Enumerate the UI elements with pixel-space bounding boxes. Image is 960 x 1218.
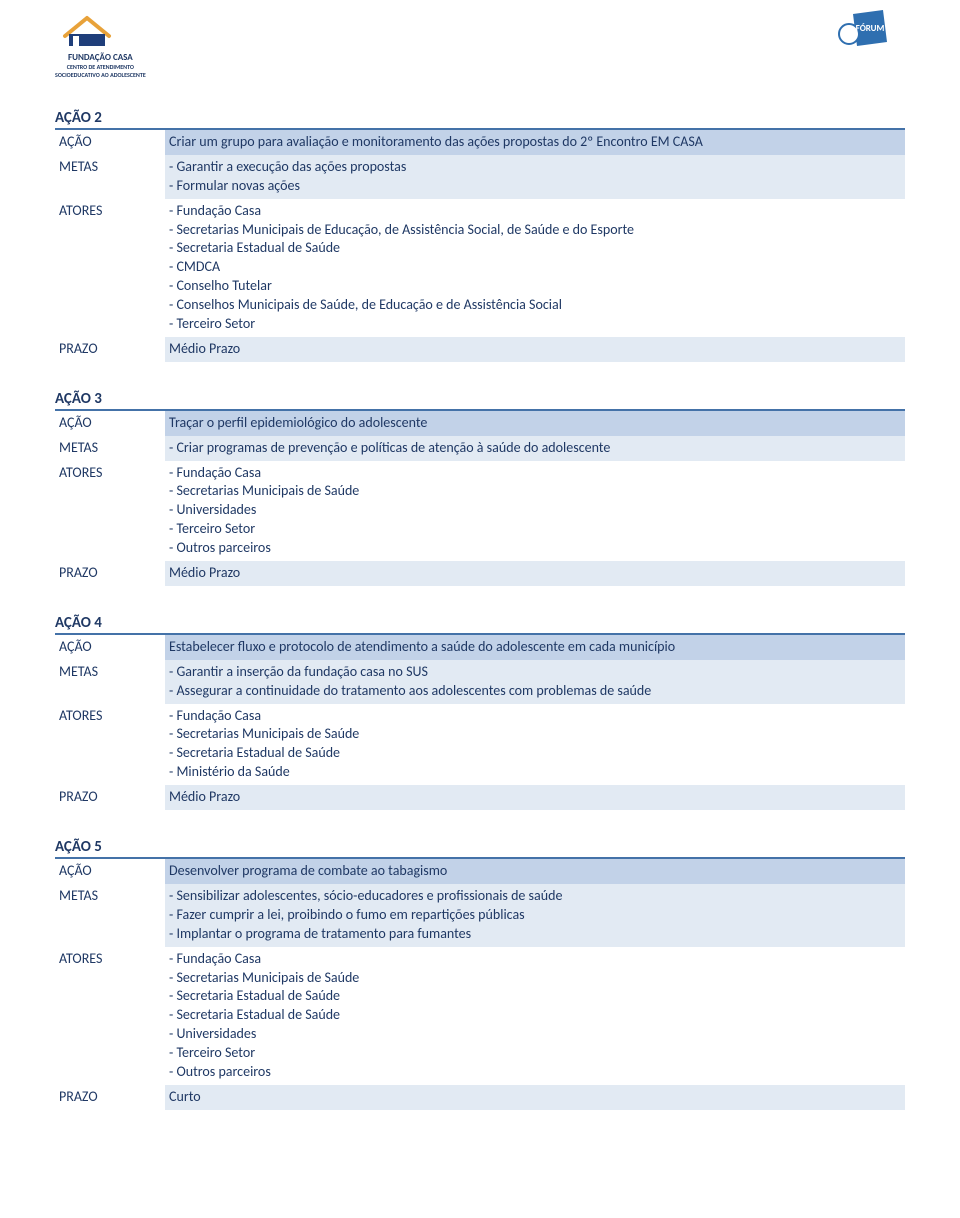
row-value: - Criar programas de prevenção e polític… [165, 436, 905, 461]
value-line: - Outros parceiros [169, 1063, 899, 1082]
row-value: - Fundação Casa- Secretarias Municipais … [165, 199, 905, 337]
row-value: - Fundação Casa- Secretarias Municipais … [165, 947, 905, 1085]
logo-left-line1: FUNDAÇÃO CASA [68, 52, 133, 63]
row-label: AÇÃO [55, 411, 165, 436]
value-line: - Garantir a execução das ações proposta… [169, 158, 899, 177]
action-table: AÇÃODesenvolver programa de combate ao t… [55, 859, 905, 1110]
action-block: AÇÃO 3AÇÃOTraçar o perfil epidemiológico… [55, 390, 905, 586]
table-row: ATORES- Fundação Casa- Secretarias Munic… [55, 461, 905, 561]
row-label: AÇÃO [55, 130, 165, 155]
row-label: METAS [55, 155, 165, 199]
table-row: PRAZOMédio Prazo [55, 561, 905, 586]
row-label: PRAZO [55, 785, 165, 810]
value-line: - CMDCA [169, 258, 899, 277]
value-line: - Secretarias Municipais de Saúde [169, 969, 899, 988]
row-value: Curto [165, 1085, 905, 1110]
row-label: AÇÃO [55, 635, 165, 660]
row-label: AÇÃO [55, 859, 165, 884]
table-row: AÇÃOEstabelecer fluxo e protocolo de ate… [55, 635, 905, 660]
action-title: AÇÃO 4 [55, 614, 905, 635]
logo-forum: FÓRUM [835, 8, 905, 58]
page-header: FUNDAÇÃO CASA CENTRO DE ATENDIMENTO SOCI… [0, 0, 960, 89]
table-row: PRAZOMédio Prazo [55, 785, 905, 810]
value-line: - Terceiro Setor [169, 315, 899, 334]
table-row: METAS- Criar programas de prevenção e po… [55, 436, 905, 461]
logo-fundacao-casa: FUNDAÇÃO CASA CENTRO DE ATENDIMENTO SOCI… [55, 8, 146, 79]
actions-container: AÇÃO 2AÇÃOCriar um grupo para avaliação … [0, 89, 960, 1168]
row-value: Estabelecer fluxo e protocolo de atendim… [165, 635, 905, 660]
row-value: - Fundação Casa- Secretarias Municipais … [165, 461, 905, 561]
table-row: ATORES- Fundação Casa- Secretarias Munic… [55, 704, 905, 786]
row-value: Médio Prazo [165, 561, 905, 586]
row-label: METAS [55, 436, 165, 461]
logo-left-line3: SOCIOEDUCATIVO AO ADOLESCENTE [55, 71, 146, 79]
row-label: PRAZO [55, 337, 165, 362]
table-row: AÇÃODesenvolver programa de combate ao t… [55, 859, 905, 884]
row-value: - Garantir a execução das ações proposta… [165, 155, 905, 199]
value-line: - Assegurar a continuidade do tratamento… [169, 682, 899, 701]
value-line: - Fundação Casa [169, 707, 899, 726]
value-line: - Secretaria Estadual de Saúde [169, 987, 899, 1006]
value-line: - Fazer cumprir a lei, proibindo o fumo … [169, 906, 899, 925]
value-line: - Outros parceiros [169, 539, 899, 558]
value-line: - Secretarias Municipais de Educação, de… [169, 221, 899, 240]
value-line: - Conselhos Municipais de Saúde, de Educ… [169, 296, 899, 315]
row-label: PRAZO [55, 561, 165, 586]
table-row: METAS- Garantir a execução das ações pro… [55, 155, 905, 199]
value-line: - Fundação Casa [169, 950, 899, 969]
row-label: ATORES [55, 947, 165, 1085]
row-label: ATORES [55, 461, 165, 561]
row-value: Médio Prazo [165, 785, 905, 810]
value-line: - Formular novas ações [169, 177, 899, 196]
value-line: - Criar programas de prevenção e polític… [169, 439, 899, 458]
row-value: - Sensibilizar adolescentes, sócio-educa… [165, 884, 905, 947]
action-table: AÇÃOCriar um grupo para avaliação e moni… [55, 130, 905, 362]
logo-left-line2: CENTRO DE ATENDIMENTO [67, 63, 134, 71]
value-line: - Universidades [169, 1025, 899, 1044]
row-value: Traçar o perfil epidemiológico do adoles… [165, 411, 905, 436]
table-row: METAS- Sensibilizar adolescentes, sócio-… [55, 884, 905, 947]
row-value: - Garantir a inserção da fundação casa n… [165, 660, 905, 704]
table-row: AÇÃOCriar um grupo para avaliação e moni… [55, 130, 905, 155]
action-table: AÇÃOTraçar o perfil epidemiológico do ad… [55, 411, 905, 586]
svg-text:FÓRUM: FÓRUM [856, 22, 885, 34]
row-value: Médio Prazo [165, 337, 905, 362]
table-row: PRAZOCurto [55, 1085, 905, 1110]
action-table: AÇÃOEstabelecer fluxo e protocolo de ate… [55, 635, 905, 810]
action-title: AÇÃO 2 [55, 109, 905, 130]
table-row: ATORES- Fundação Casa- Secretarias Munic… [55, 947, 905, 1085]
value-line: - Secretaria Estadual de Saúde [169, 1006, 899, 1025]
action-title: AÇÃO 5 [55, 838, 905, 859]
action-block: AÇÃO 2AÇÃOCriar um grupo para avaliação … [55, 109, 905, 362]
row-label: ATORES [55, 199, 165, 337]
action-title: AÇÃO 3 [55, 390, 905, 411]
value-line: - Fundação Casa [169, 202, 899, 221]
value-line: - Fundação Casa [169, 464, 899, 483]
value-line: - Secretaria Estadual de Saúde [169, 744, 899, 763]
value-line: - Secretarias Municipais de Saúde [169, 725, 899, 744]
value-line: - Universidades [169, 501, 899, 520]
value-line: - Implantar o programa de tratamento par… [169, 925, 899, 944]
row-label: PRAZO [55, 1085, 165, 1110]
value-line: - Secretarias Municipais de Saúde [169, 482, 899, 501]
value-line: - Ministério da Saúde [169, 763, 899, 782]
value-line: - Conselho Tutelar [169, 277, 899, 296]
table-row: AÇÃOTraçar o perfil epidemiológico do ad… [55, 411, 905, 436]
table-row: ATORES- Fundação Casa- Secretarias Munic… [55, 199, 905, 337]
action-block: AÇÃO 4AÇÃOEstabelecer fluxo e protocolo … [55, 614, 905, 810]
row-label: METAS [55, 884, 165, 947]
value-line: - Terceiro Setor [169, 520, 899, 539]
row-value: Desenvolver programa de combate ao tabag… [165, 859, 905, 884]
table-row: PRAZOMédio Prazo [55, 337, 905, 362]
row-label: ATORES [55, 704, 165, 786]
value-line: - Garantir a inserção da fundação casa n… [169, 663, 899, 682]
table-row: METAS- Garantir a inserção da fundação c… [55, 660, 905, 704]
action-block: AÇÃO 5AÇÃODesenvolver programa de combat… [55, 838, 905, 1110]
value-line: - Sensibilizar adolescentes, sócio-educa… [169, 887, 899, 906]
value-line: - Secretaria Estadual de Saúde [169, 239, 899, 258]
value-line: - Terceiro Setor [169, 1044, 899, 1063]
row-value: - Fundação Casa- Secretarias Municipais … [165, 704, 905, 786]
row-value: Criar um grupo para avaliação e monitora… [165, 130, 905, 155]
row-label: METAS [55, 660, 165, 704]
